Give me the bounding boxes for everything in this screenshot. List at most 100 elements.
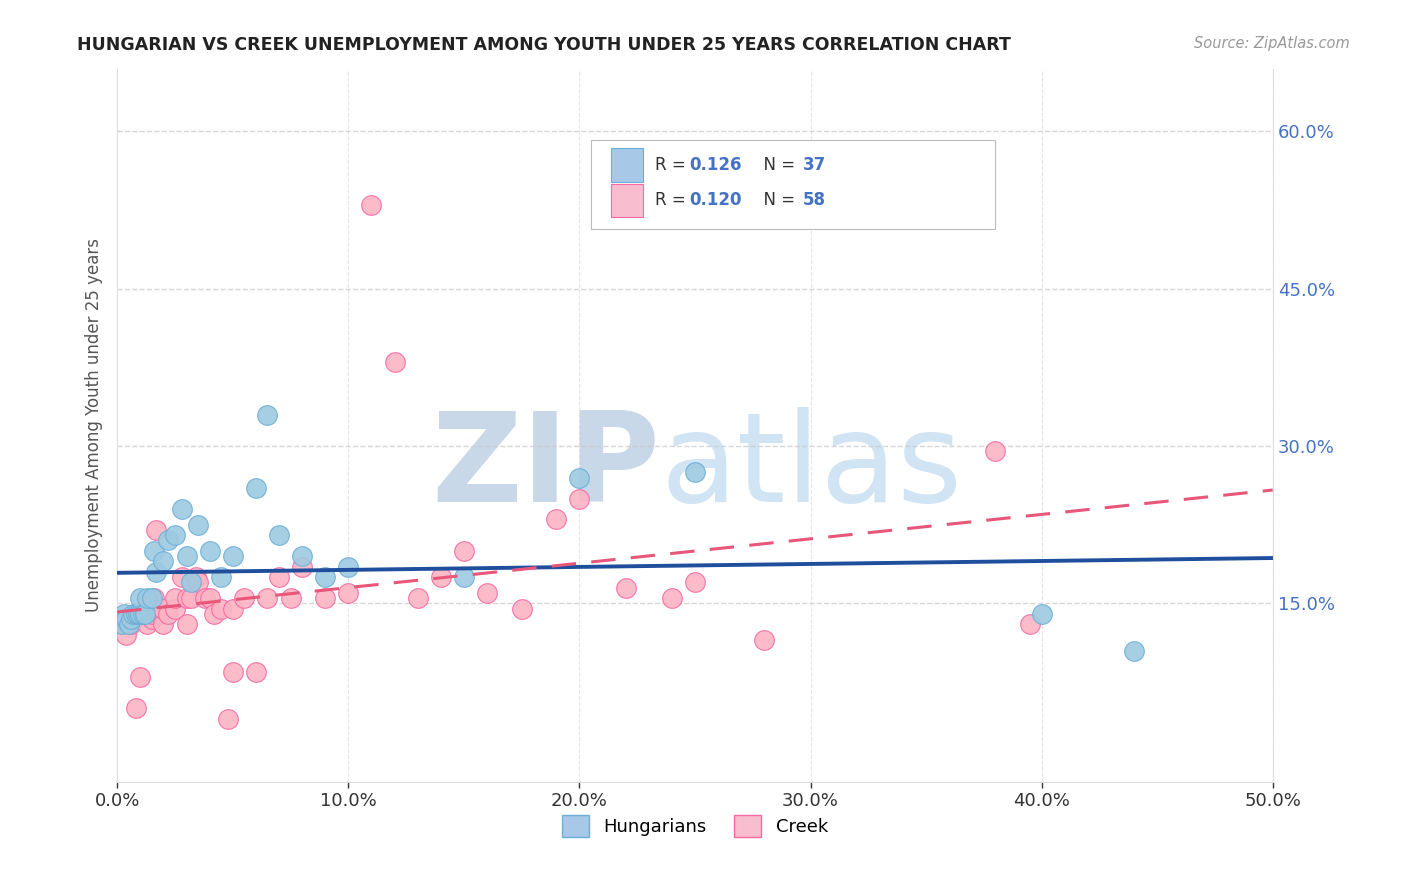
Text: atlas: atlas bbox=[661, 408, 963, 528]
Point bbox=[157, 533, 180, 548]
Point bbox=[661, 591, 683, 606]
Point bbox=[180, 591, 202, 606]
Point bbox=[453, 570, 475, 584]
Point bbox=[145, 523, 167, 537]
Point bbox=[568, 491, 591, 506]
Point bbox=[754, 633, 776, 648]
Point bbox=[187, 517, 209, 532]
Point bbox=[124, 607, 146, 621]
Text: R =: R = bbox=[655, 192, 690, 210]
Point bbox=[267, 528, 290, 542]
Point bbox=[115, 612, 138, 626]
Point bbox=[112, 612, 135, 626]
Point bbox=[136, 591, 159, 606]
Point bbox=[406, 591, 429, 606]
Point bbox=[118, 617, 141, 632]
Point bbox=[194, 591, 217, 606]
Point bbox=[127, 607, 149, 621]
Point bbox=[152, 601, 174, 615]
Point bbox=[134, 607, 156, 621]
Point bbox=[453, 544, 475, 558]
Point bbox=[1019, 617, 1042, 632]
Point bbox=[291, 549, 314, 564]
Point bbox=[143, 544, 166, 558]
Point bbox=[176, 591, 198, 606]
Point bbox=[337, 586, 360, 600]
Point bbox=[198, 544, 221, 558]
Point bbox=[163, 591, 186, 606]
Point bbox=[143, 591, 166, 606]
Point bbox=[568, 470, 591, 484]
Point bbox=[129, 670, 152, 684]
Point bbox=[683, 465, 706, 479]
Text: N =: N = bbox=[752, 156, 800, 174]
Point bbox=[184, 570, 207, 584]
Point bbox=[157, 607, 180, 621]
Point bbox=[152, 617, 174, 632]
Point bbox=[280, 591, 302, 606]
FancyBboxPatch shape bbox=[610, 148, 643, 182]
Point bbox=[291, 559, 314, 574]
Point bbox=[360, 198, 382, 212]
Point bbox=[202, 607, 225, 621]
Point bbox=[134, 607, 156, 621]
Point bbox=[141, 591, 163, 606]
Point bbox=[163, 528, 186, 542]
Point bbox=[152, 554, 174, 568]
Point bbox=[198, 591, 221, 606]
Point bbox=[176, 617, 198, 632]
Point bbox=[1123, 643, 1146, 657]
Legend: Hungarians, Creek: Hungarians, Creek bbox=[555, 807, 835, 844]
FancyBboxPatch shape bbox=[610, 184, 643, 218]
Point bbox=[129, 591, 152, 606]
Point bbox=[122, 612, 145, 626]
Point bbox=[111, 617, 134, 632]
Point bbox=[209, 570, 232, 584]
Point bbox=[245, 481, 267, 495]
Point bbox=[129, 607, 152, 621]
Text: 0.126: 0.126 bbox=[689, 156, 742, 174]
Point bbox=[384, 355, 406, 369]
Point bbox=[129, 607, 152, 621]
Point bbox=[267, 570, 290, 584]
Point bbox=[145, 565, 167, 579]
Point bbox=[136, 617, 159, 632]
Point bbox=[170, 570, 193, 584]
Text: 0.120: 0.120 bbox=[689, 192, 742, 210]
Point bbox=[314, 570, 336, 584]
Point bbox=[222, 549, 245, 564]
Point bbox=[222, 665, 245, 679]
Point bbox=[245, 665, 267, 679]
Point bbox=[187, 575, 209, 590]
Point bbox=[170, 502, 193, 516]
Text: R =: R = bbox=[655, 156, 690, 174]
Text: 58: 58 bbox=[803, 192, 825, 210]
Point bbox=[683, 575, 706, 590]
Point bbox=[337, 559, 360, 574]
Point bbox=[176, 549, 198, 564]
Text: ZIP: ZIP bbox=[432, 408, 661, 528]
Point bbox=[180, 575, 202, 590]
Y-axis label: Unemployment Among Youth under 25 years: Unemployment Among Youth under 25 years bbox=[86, 238, 103, 612]
Point bbox=[222, 601, 245, 615]
Point bbox=[546, 512, 568, 526]
Point bbox=[118, 612, 141, 626]
Point bbox=[475, 586, 498, 600]
Point bbox=[124, 701, 146, 715]
Point bbox=[1031, 607, 1053, 621]
Point bbox=[984, 444, 1007, 458]
Point bbox=[141, 607, 163, 621]
FancyBboxPatch shape bbox=[591, 140, 995, 229]
Text: 37: 37 bbox=[803, 156, 825, 174]
Point bbox=[209, 601, 232, 615]
Text: Source: ZipAtlas.com: Source: ZipAtlas.com bbox=[1194, 36, 1350, 51]
Point bbox=[217, 712, 239, 726]
Point bbox=[122, 607, 145, 621]
Point bbox=[115, 628, 138, 642]
Point bbox=[314, 591, 336, 606]
Point bbox=[148, 607, 170, 621]
Point bbox=[256, 591, 278, 606]
Point bbox=[614, 581, 637, 595]
Point bbox=[256, 408, 278, 422]
Text: HUNGARIAN VS CREEK UNEMPLOYMENT AMONG YOUTH UNDER 25 YEARS CORRELATION CHART: HUNGARIAN VS CREEK UNEMPLOYMENT AMONG YO… bbox=[77, 36, 1011, 54]
